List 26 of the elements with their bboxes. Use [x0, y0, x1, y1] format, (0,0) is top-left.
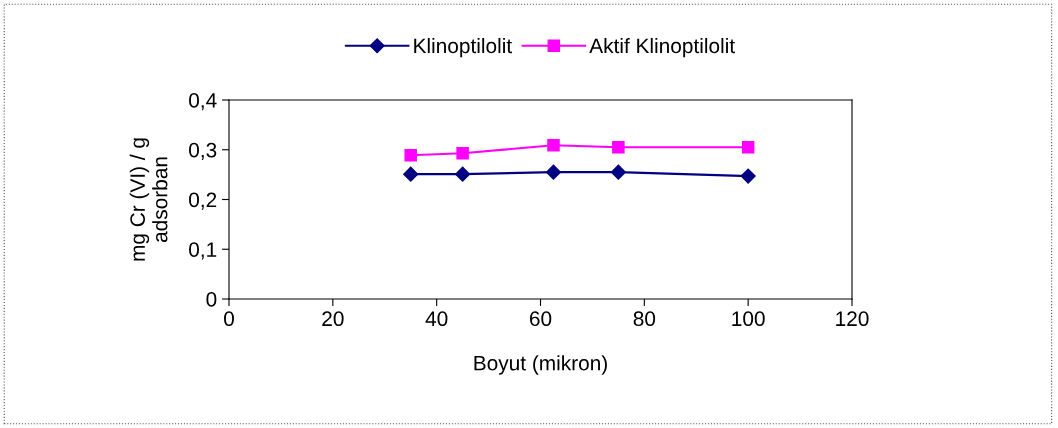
- y-tick-label: 0,2: [189, 192, 217, 210]
- legend-label: Klinoptilolit: [414, 37, 512, 58]
- x-tick-label: 20: [322, 311, 344, 327]
- point: [403, 166, 419, 182]
- x-axis-title: Boyut (mikron): [474, 355, 607, 375]
- point: [741, 141, 755, 154]
- x-tick-label: 80: [633, 311, 656, 327]
- point: [547, 139, 560, 152]
- y-tick-label: 0: [206, 292, 217, 307]
- y-tick-label: 0,3: [189, 142, 217, 160]
- y-tick-label: 0,4: [189, 93, 217, 111]
- point: [455, 166, 471, 182]
- x-tick-label: 40: [425, 311, 448, 327]
- point: [404, 148, 417, 162]
- y-axis-title: mg Cr (VI) / g adsorban: [129, 138, 168, 261]
- point: [740, 168, 756, 184]
- x-tick-label: 100: [732, 311, 765, 327]
- x-tick-label: 60: [529, 311, 552, 327]
- x-tick-label: 120: [836, 311, 869, 327]
- y-tick-label: 0,1: [189, 242, 217, 260]
- point: [610, 164, 626, 180]
- point: [612, 141, 625, 154]
- point: [456, 146, 469, 160]
- x-tick-label: 0: [224, 311, 234, 327]
- legend-label: Aktif Klinoptilolit: [589, 37, 735, 58]
- point: [545, 164, 562, 180]
